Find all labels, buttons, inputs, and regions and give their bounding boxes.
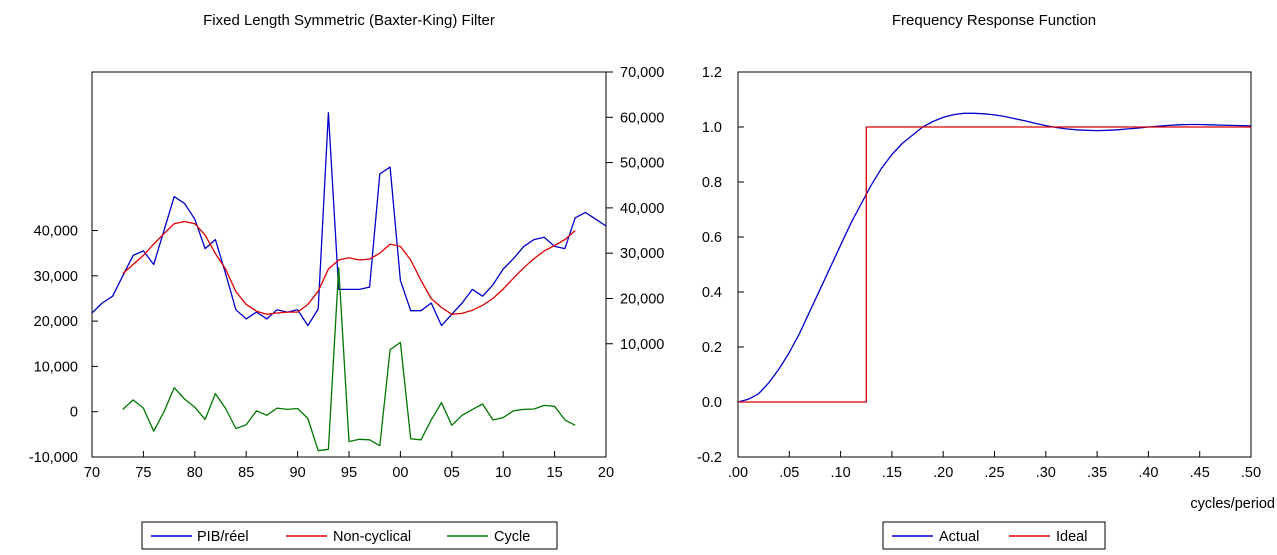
series-line-noncyclical xyxy=(122,220,576,315)
right-x-tick-label: .20 xyxy=(933,465,953,481)
right-y-tick-label: 0.0 xyxy=(702,395,722,411)
series-line-ideal xyxy=(738,126,1251,403)
left-x-tick-label: 05 xyxy=(444,465,460,481)
legend-label-pib: PIB/réel xyxy=(197,529,249,545)
left-legend-box xyxy=(141,521,558,550)
right-legend-box xyxy=(882,521,1106,550)
left-axes: 70 75 80 85 90 95 00 05 10 15 20 -10,000 0 10,000 20,0… xyxy=(29,65,665,481)
left-y-tick-label: 20,000 xyxy=(34,314,78,330)
left-legend: PIB/réel Non-cyclical Cycle xyxy=(141,521,558,550)
left-x-tick-label: 20 xyxy=(598,465,614,481)
left-y-tick-label: 30,000 xyxy=(34,269,78,285)
left-x-tick-label: 90 xyxy=(290,465,306,481)
right-legend: Actual Ideal xyxy=(882,521,1106,550)
baxter-king-chart: Fixed Length Symmetric (Baxter-King) Fil… xyxy=(29,12,665,550)
left-x-tick-label: 95 xyxy=(341,465,357,481)
right-x-tick-label: .45 xyxy=(1190,465,1210,481)
left-y-tick-label: -10,000 xyxy=(29,450,78,466)
right-x-tick-label: .15 xyxy=(882,465,902,481)
left-y-tick-label: 0 xyxy=(70,405,78,421)
right-x-tick-label: .35 xyxy=(1087,465,1107,481)
left-series-lines xyxy=(91,112,607,452)
right-y-tick-label: -0.2 xyxy=(697,450,722,466)
right-x-tick-label: .00 xyxy=(728,465,748,481)
right-y-tick-label: 0.8 xyxy=(702,175,722,191)
right-axis-tick-label: 10,000 xyxy=(620,337,664,353)
right-y-tick-label: 0.4 xyxy=(702,285,722,301)
right-x-tick-label: .05 xyxy=(779,465,799,481)
legend-label-noncyclical: Non-cyclical xyxy=(333,529,411,545)
right-y-tick-label: 1.2 xyxy=(702,65,722,81)
frequency-response-chart: Frequency Response Function .00 .05 .10 .15… xyxy=(697,12,1275,550)
left-y-tick-label: 10,000 xyxy=(34,359,78,375)
right-chart-title: Frequency Response Function xyxy=(892,12,1096,29)
left-x-tick-label: 75 xyxy=(135,465,151,481)
left-x-tick-label: 70 xyxy=(84,465,100,481)
left-x-tick-label: 80 xyxy=(187,465,203,481)
right-axis-tick-label: 30,000 xyxy=(620,246,664,262)
legend-label-cycle: Cycle xyxy=(494,529,530,545)
right-axes: .00 .05 .10 .15 .20 .25 .30 .35 .40 .45 .50 -0.2 0.0… xyxy=(697,65,1261,481)
right-y-tick-label: 0.6 xyxy=(702,230,722,246)
right-axis-tick-label: 20,000 xyxy=(620,291,664,307)
right-y-tick-label: 0.2 xyxy=(702,340,722,356)
right-x-tick-label: .40 xyxy=(1138,465,1158,481)
left-chart-title: Fixed Length Symmetric (Baxter-King) Fil… xyxy=(203,12,495,29)
right-plot-frame xyxy=(737,71,1252,458)
series-line-cycle xyxy=(122,267,576,452)
legend-label-ideal: Ideal xyxy=(1056,529,1087,545)
right-y-tick-label: 1.0 xyxy=(702,120,722,136)
right-x-tick-label: .25 xyxy=(984,465,1004,481)
left-x-tick-label: 10 xyxy=(495,465,511,481)
left-x-tick-label: 00 xyxy=(392,465,408,481)
left-x-tick-label: 15 xyxy=(547,465,563,481)
series-line-actual xyxy=(737,112,1252,403)
right-axis-tick-label: 50,000 xyxy=(620,156,664,172)
series-line-pib xyxy=(91,112,607,327)
legend-label-actual: Actual xyxy=(939,529,979,545)
right-axis-tick-label: 70,000 xyxy=(620,65,664,81)
right-axis-tick-label: 60,000 xyxy=(620,110,664,126)
right-axis-tick-label: 40,000 xyxy=(620,201,664,217)
right-x-tick-label: .10 xyxy=(831,465,851,481)
right-series-lines xyxy=(737,112,1252,403)
left-y-tick-label: 40,000 xyxy=(34,224,78,240)
left-x-tick-label: 85 xyxy=(238,465,254,481)
right-xlabel: cycles/period xyxy=(1190,496,1275,512)
right-x-tick-label: .30 xyxy=(1036,465,1056,481)
right-x-tick-label: .50 xyxy=(1241,465,1261,481)
